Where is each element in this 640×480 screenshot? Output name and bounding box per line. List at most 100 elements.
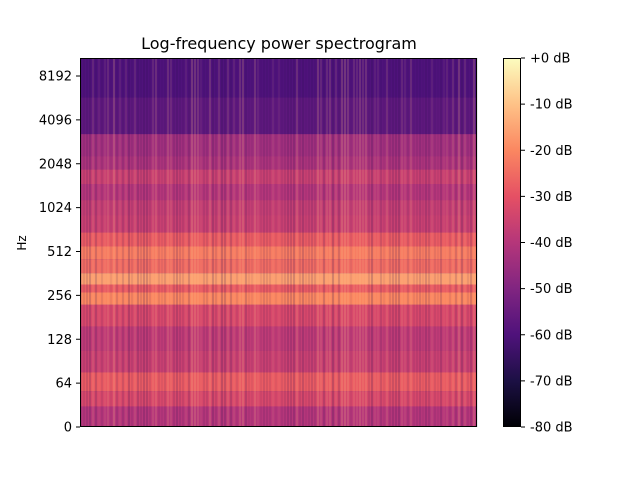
heatmap-stripe: [431, 58, 433, 427]
heatmap-stripe: [284, 58, 286, 427]
heatmap-band: [80, 391, 477, 407]
heatmap-stripe: [119, 58, 121, 427]
heatmap-band: [80, 246, 477, 260]
heatmap-stripe: [332, 58, 334, 427]
heatmap-stripe: [221, 58, 223, 427]
heatmap-stripe: [182, 58, 184, 427]
heatmap-stripe: [425, 58, 427, 427]
y-tick-label: 512: [47, 245, 72, 260]
heatmap-stripe: [407, 58, 409, 427]
y-tick-label: 128: [47, 333, 72, 348]
colorbar-frame: [503, 58, 521, 427]
heatmap-band: [80, 326, 477, 351]
heatmap-stripe: [365, 58, 367, 427]
heatmap-stripe: [458, 58, 460, 427]
heatmap-band: [80, 97, 477, 135]
heatmap-stripe: [422, 58, 424, 427]
heatmap-stripe: [107, 58, 109, 427]
heatmap-stripe: [368, 58, 370, 427]
heatmap-stripe: [473, 58, 475, 427]
heatmap-stripe: [170, 58, 172, 427]
colorbar: +0 dB -10 dB -20 dB -30 dB -40 dB -50 dB -60 d…: [503, 52, 573, 436]
heatmap-stripe: [392, 58, 394, 427]
heatmap-stripe: [254, 58, 256, 427]
heatmap-stripe: [461, 58, 463, 427]
y-tick-label: 64: [55, 377, 72, 392]
heatmap-bands: [80, 58, 477, 427]
heatmap-stripe: [191, 58, 193, 427]
heatmap-stripe: [299, 58, 301, 427]
heatmap-stripe: [251, 58, 253, 427]
heatmap-stripe: [167, 58, 169, 427]
colorbar-tick-label: -50 dB: [530, 282, 573, 297]
heatmap-stripe: [143, 58, 145, 427]
heatmap-stripe: [188, 58, 190, 427]
heatmap-stripe: [245, 58, 247, 427]
plot-frame: [80, 58, 477, 427]
heatmap-stripe: [308, 58, 310, 427]
y-axis-label: Hz: [15, 235, 29, 250]
heatmap-stripe: [209, 58, 211, 427]
heatmap-stripe: [155, 58, 157, 427]
heatmap-stripe: [446, 58, 448, 427]
heatmap-stripe: [149, 58, 151, 427]
heatmap-stripe: [449, 58, 451, 427]
heatmap-stripe: [329, 58, 331, 427]
heatmap-stripe: [260, 58, 262, 427]
heatmap-stripe: [281, 58, 283, 427]
heatmap-stripe: [164, 58, 166, 427]
heatmap-stripe: [98, 58, 100, 427]
heatmap-stripe: [116, 58, 118, 427]
heatmap-stripe: [383, 58, 385, 427]
heatmap-stripe: [320, 58, 322, 427]
heatmap-stripe: [242, 58, 244, 427]
heatmap-stripe: [110, 58, 112, 427]
heatmap-stripe: [362, 58, 364, 427]
heatmap-stripe: [464, 58, 466, 427]
heatmap-band: [80, 169, 477, 184]
heatmap-stripe: [347, 58, 349, 427]
heatmap-stripe: [428, 58, 430, 427]
heatmap-stripe: [413, 58, 415, 427]
heatmap-stripe: [374, 58, 376, 427]
heatmap-stripe: [122, 58, 124, 427]
heatmap-stripe: [434, 58, 436, 427]
heatmap-band: [80, 200, 477, 216]
heatmap-stripe: [353, 58, 355, 427]
heatmap-stripe: [344, 58, 346, 427]
heatmap-stripe: [134, 58, 136, 427]
chart-title: Log-frequency power spectrogram: [141, 34, 417, 53]
heatmap-stripe: [128, 58, 130, 427]
heatmap-stripe: [269, 58, 271, 427]
heatmap-stripe: [200, 58, 202, 427]
heatmap-stripe: [401, 58, 403, 427]
heatmap-stripe: [341, 58, 343, 427]
heatmap-stripe: [206, 58, 208, 427]
heatmap-stripe: [101, 58, 103, 427]
heatmap-stripe: [443, 58, 445, 427]
heatmap-stripe: [137, 58, 139, 427]
heatmap-stripe: [194, 58, 196, 427]
heatmap-stripe: [380, 58, 382, 427]
heatmap-stripe: [83, 58, 85, 427]
heatmap-stripe: [86, 58, 88, 427]
heatmap-band: [80, 259, 477, 274]
heatmap-band: [80, 215, 477, 233]
heatmap-stripe: [158, 58, 160, 427]
heatmap-band: [80, 406, 477, 427]
heatmap-stripe: [278, 58, 280, 427]
heatmap-stripe: [179, 58, 181, 427]
heatmap-band: [80, 292, 477, 305]
heatmap-stripe: [317, 58, 319, 427]
heatmap-stripe: [233, 58, 235, 427]
heatmap-stripe: [248, 58, 250, 427]
heatmap-stripe: [416, 58, 418, 427]
y-tick-label: 256: [47, 289, 72, 304]
heatmap-stripe: [203, 58, 205, 427]
heatmap-stripe: [89, 58, 91, 427]
heatmap-stripe: [266, 58, 268, 427]
heatmap-stripe: [236, 58, 238, 427]
heatmap-stripe: [212, 58, 214, 427]
heatmap-stripe: [314, 58, 316, 427]
